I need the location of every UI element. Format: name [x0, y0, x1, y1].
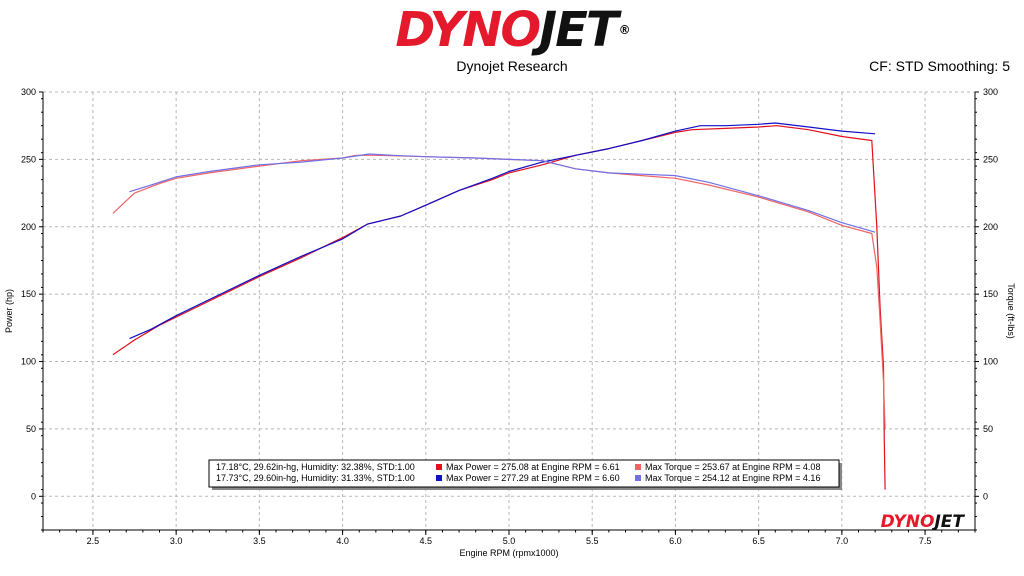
x-tick-label: 2.5 — [87, 536, 100, 546]
legend-box: 17.18°C, 29.62in-hg, Humidity: 32.38%, S… — [208, 459, 842, 490]
y-axis-label-left: Power (hp) — [4, 289, 14, 333]
x-tick-label: 3.5 — [253, 536, 266, 546]
legend-conditions: 17.73°C, 29.60in-hg, Humidity: 31.33%, S… — [216, 473, 415, 483]
watermark-jet: JET — [931, 512, 965, 532]
legend-conditions: 17.18°C, 29.62in-hg, Humidity: 32.38%, S… — [216, 462, 415, 472]
y-tick-label-left: 150 — [21, 289, 36, 299]
y-tick-label-right: 100 — [983, 357, 998, 367]
legend-power: Max Power = 275.08 at Engine RPM = 6.61 — [446, 462, 620, 472]
x-tick-label: 7.0 — [836, 536, 849, 546]
y-tick-label-left: 50 — [26, 424, 36, 434]
x-tick-label: 4.5 — [420, 536, 433, 546]
legend-torque: Max Torque = 253.67 at Engine RPM = 4.08 — [645, 462, 820, 472]
x-tick-label: 7.5 — [919, 536, 932, 546]
y-tick-label-right: 50 — [983, 424, 993, 434]
chart-subtitle: Dynojet Research — [456, 58, 568, 74]
y-tick-label-left: 250 — [21, 154, 36, 164]
y-tick-label-right: 0 — [983, 491, 988, 501]
cf-smoothing-label: CF: STD Smoothing: 5 — [869, 58, 1010, 74]
grid — [43, 91, 975, 530]
y-tick-label-right: 150 — [983, 289, 998, 299]
legend-torque-swatch — [635, 464, 641, 470]
x-tick-label: 5.5 — [586, 536, 599, 546]
axes: 0 0 50 50 100 100 150 150 200 200 250 250 300 300 2.5 3… — [4, 87, 1016, 558]
y-tick-label-right: 300 — [983, 87, 998, 97]
legend-frame — [208, 459, 840, 488]
legend-torque: Max Torque = 254.12 at Engine RPM = 4.16 — [645, 473, 820, 483]
x-tick-label: 3.0 — [170, 536, 183, 546]
x-axis-label: Engine RPM (rpmx1000) — [459, 548, 558, 558]
legend-power-swatch — [436, 475, 442, 481]
x-tick-label: 6.0 — [669, 536, 682, 546]
y-tick-label-left: 200 — [21, 222, 36, 232]
y-tick-label-left: 100 — [21, 357, 36, 367]
curves — [112, 122, 886, 490]
y-tick-label-left: 300 — [21, 87, 36, 97]
legend-power: Max Power = 277.29 at Engine RPM = 6.60 — [446, 473, 620, 483]
x-tick-label: 4.0 — [336, 536, 349, 546]
y-tick-label-right: 250 — [983, 154, 998, 164]
registered-mark: ® — [618, 23, 631, 37]
legend-power-swatch — [436, 464, 442, 470]
series-line-run1_power — [112, 125, 886, 490]
y-tick-label-right: 200 — [983, 222, 998, 232]
series-line-run2_torque — [129, 153, 876, 233]
x-tick-label: 5.0 — [503, 536, 516, 546]
series-line-run2_power — [129, 122, 876, 340]
x-tick-label: 6.5 — [752, 536, 765, 546]
y-axis-label-right: Torque (ft-lbs) — [1006, 283, 1016, 339]
dynojet-logo: DYNOJET ® — [0, 2, 1024, 58]
legend-torque-swatch — [635, 475, 641, 481]
logo-jet: JET — [539, 2, 618, 58]
logo-dyno: DYNO — [395, 2, 541, 58]
y-tick-label-left: 0 — [31, 491, 36, 501]
watermark-logo: DYNOJET — [881, 512, 966, 532]
watermark-dyno: DYNO — [881, 512, 935, 532]
